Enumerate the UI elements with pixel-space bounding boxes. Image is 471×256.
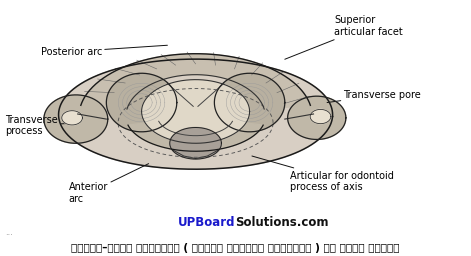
Text: Anterior
arc: Anterior arc bbox=[69, 164, 149, 204]
Polygon shape bbox=[214, 73, 285, 132]
Text: Posterior arc: Posterior arc bbox=[41, 45, 167, 57]
Polygon shape bbox=[44, 95, 108, 143]
Polygon shape bbox=[81, 54, 310, 109]
Polygon shape bbox=[62, 111, 82, 125]
Text: Transverse pore: Transverse pore bbox=[327, 90, 421, 103]
Text: Articular for odontoid
process of axis: Articular for odontoid process of axis bbox=[252, 156, 393, 192]
Polygon shape bbox=[142, 80, 250, 143]
Text: चित्र–एटलस कशेरुका ( प्रथम ग्रीवा कशेरुका ) का ऊपरी दृश्य: चित्र–एटलस कशेरुका ( प्रथम ग्रीवा कशेरुक… bbox=[71, 243, 400, 253]
Polygon shape bbox=[106, 73, 177, 132]
Polygon shape bbox=[128, 121, 263, 151]
Text: Transverse
process: Transverse process bbox=[5, 115, 78, 136]
Text: UPBoard: UPBoard bbox=[178, 216, 236, 229]
Text: Solutions.com: Solutions.com bbox=[236, 216, 329, 229]
Text: Superior
articular facet: Superior articular facet bbox=[285, 15, 403, 59]
Polygon shape bbox=[58, 59, 333, 169]
Polygon shape bbox=[170, 127, 221, 159]
Polygon shape bbox=[310, 109, 331, 124]
Polygon shape bbox=[288, 96, 346, 140]
Text: ...: ... bbox=[5, 228, 13, 237]
